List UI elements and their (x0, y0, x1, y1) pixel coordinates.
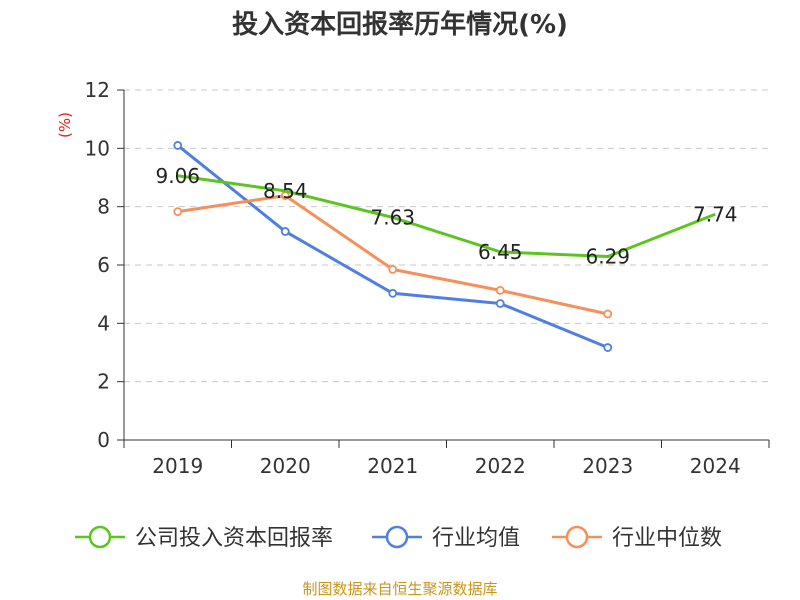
series-2-point-2019 (173, 207, 183, 217)
series-2-point-2023 (603, 309, 613, 319)
y-tick-label-12: 12 (85, 78, 110, 102)
y-tick-label-10: 10 (85, 136, 110, 160)
series-1-point-2019 (173, 141, 183, 150)
series-0 (177, 174, 716, 259)
series-1-point-2020 (280, 227, 290, 236)
chart-title: 投入资本回报率历年情况(%) (232, 9, 568, 40)
legend-item-1[interactable]: 行业均值 (372, 525, 520, 551)
series-2-point-2022 (495, 285, 505, 295)
series-line-1 (176, 144, 609, 349)
legend-item-0[interactable]: 公司投入资本回报率 (75, 525, 333, 551)
legend-marker-1 (385, 525, 409, 549)
series-1-point-2021 (388, 288, 398, 298)
data-label-2023: 6.29 (585, 245, 630, 269)
data-label-2019: 9.06 (155, 164, 200, 188)
legend-label-2: 行业中位数 (612, 526, 722, 551)
y-axis-label: (%) (56, 112, 74, 138)
x-tick-label-2020: 2020 (260, 454, 311, 478)
y-tick-label-0: 0 (97, 428, 110, 452)
data-label-2021: 7.63 (370, 205, 415, 229)
legend-label-1: 行业均值 (432, 526, 520, 551)
x-tick-label-2024: 2024 (690, 454, 741, 478)
series-line-0 (177, 174, 716, 259)
data-label-2024: 7.74 (693, 202, 738, 226)
series-1-point-2023 (603, 343, 613, 352)
y-tick-label-8: 8 (97, 195, 110, 219)
data-label-2020: 8.54 (263, 179, 308, 203)
series-1 (173, 141, 613, 352)
axes: 0 2 4 6 8 10 12 2019 2020 2021 2022 2023 2024 (85, 78, 770, 478)
x-tick-label-2023: 2023 (582, 454, 633, 478)
series-2-point-2021 (388, 264, 398, 274)
legend[interactable]: 公司投入资本回报率 行业均值 行业中位数 (75, 525, 722, 551)
x-tick-label-2019: 2019 (152, 454, 203, 478)
grid-lines (124, 89, 769, 383)
x-tick-label-2021: 2021 (367, 454, 418, 478)
series-1-point-2022 (495, 299, 505, 308)
legend-item-2[interactable]: 行业中位数 (552, 525, 722, 551)
y-tick-label-4: 4 (97, 311, 110, 335)
x-tick-label-2022: 2022 (475, 454, 526, 478)
source-note: 制图数据来自恒生聚源数据库 (302, 580, 497, 598)
series-group (173, 141, 716, 352)
legend-label-0: 公司投入资本回报率 (135, 526, 333, 551)
data-label-2022: 6.45 (478, 240, 523, 264)
legend-marker-0 (88, 525, 112, 549)
data-labels: 9.06 8.54 7.63 6.45 6.29 7.74 (155, 164, 737, 269)
legend-marker-2 (565, 525, 589, 549)
y-tick-label-6: 6 (97, 253, 110, 277)
y-tick-label-2: 2 (97, 370, 110, 394)
